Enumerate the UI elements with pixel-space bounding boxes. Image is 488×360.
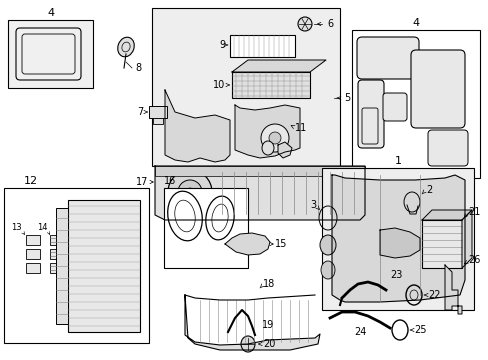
Polygon shape xyxy=(461,210,471,268)
Polygon shape xyxy=(164,90,229,162)
Bar xyxy=(152,8,339,166)
Bar xyxy=(155,166,364,176)
Polygon shape xyxy=(444,265,461,314)
Text: 10: 10 xyxy=(212,80,224,90)
Bar xyxy=(321,168,473,310)
FancyBboxPatch shape xyxy=(382,93,406,121)
Text: 24: 24 xyxy=(353,327,366,337)
FancyBboxPatch shape xyxy=(410,50,464,128)
Ellipse shape xyxy=(185,188,194,196)
Polygon shape xyxy=(235,105,299,158)
Bar xyxy=(231,72,309,98)
Polygon shape xyxy=(421,210,471,220)
Text: 17: 17 xyxy=(135,177,148,187)
Ellipse shape xyxy=(320,261,334,279)
Text: 11: 11 xyxy=(294,123,306,133)
Polygon shape xyxy=(184,295,319,350)
Text: 8: 8 xyxy=(135,63,141,73)
FancyBboxPatch shape xyxy=(356,37,418,79)
Text: 26: 26 xyxy=(467,255,479,265)
Text: 9: 9 xyxy=(219,40,224,50)
Ellipse shape xyxy=(297,17,311,31)
Text: 7: 7 xyxy=(137,107,142,117)
Bar xyxy=(351,30,479,178)
Text: 19: 19 xyxy=(262,320,274,330)
Text: 4: 4 xyxy=(411,18,419,28)
Ellipse shape xyxy=(178,180,202,204)
Bar xyxy=(56,208,68,324)
Bar xyxy=(149,106,167,118)
Bar xyxy=(229,35,294,57)
Bar xyxy=(50,263,64,273)
Ellipse shape xyxy=(118,37,134,57)
Polygon shape xyxy=(379,228,419,258)
Text: 6: 6 xyxy=(326,19,332,29)
Text: 16: 16 xyxy=(163,176,176,186)
Text: 13: 13 xyxy=(11,224,22,233)
Bar xyxy=(4,188,149,343)
Text: 12: 12 xyxy=(24,176,38,186)
Bar xyxy=(50,235,64,245)
Bar xyxy=(26,249,40,259)
Text: 15: 15 xyxy=(274,239,287,249)
Text: 18: 18 xyxy=(263,279,275,289)
Ellipse shape xyxy=(168,170,212,214)
Text: 25: 25 xyxy=(413,325,426,335)
FancyBboxPatch shape xyxy=(357,80,383,148)
Bar xyxy=(421,220,461,268)
Text: 14: 14 xyxy=(38,224,48,233)
FancyBboxPatch shape xyxy=(361,108,377,144)
FancyBboxPatch shape xyxy=(427,130,467,166)
Text: 21: 21 xyxy=(467,207,479,217)
Bar xyxy=(68,200,140,332)
Ellipse shape xyxy=(262,141,273,155)
Text: 5: 5 xyxy=(343,93,349,103)
Text: 22: 22 xyxy=(427,290,440,300)
Text: 1: 1 xyxy=(394,156,401,166)
Polygon shape xyxy=(331,175,464,302)
Polygon shape xyxy=(231,60,325,72)
Polygon shape xyxy=(224,233,269,255)
Text: 2: 2 xyxy=(425,185,431,195)
Ellipse shape xyxy=(261,124,288,152)
Polygon shape xyxy=(278,142,291,158)
Text: 4: 4 xyxy=(47,8,54,18)
Text: 23: 23 xyxy=(389,270,402,280)
Bar xyxy=(163,188,247,268)
Bar xyxy=(153,118,163,124)
Ellipse shape xyxy=(268,132,281,144)
Ellipse shape xyxy=(319,235,335,255)
Ellipse shape xyxy=(241,336,254,352)
Polygon shape xyxy=(155,166,364,220)
Bar xyxy=(26,235,40,245)
Text: 20: 20 xyxy=(263,339,275,349)
Bar xyxy=(26,263,40,273)
Text: 3: 3 xyxy=(309,200,315,210)
Bar xyxy=(8,20,93,88)
Bar xyxy=(50,249,64,259)
